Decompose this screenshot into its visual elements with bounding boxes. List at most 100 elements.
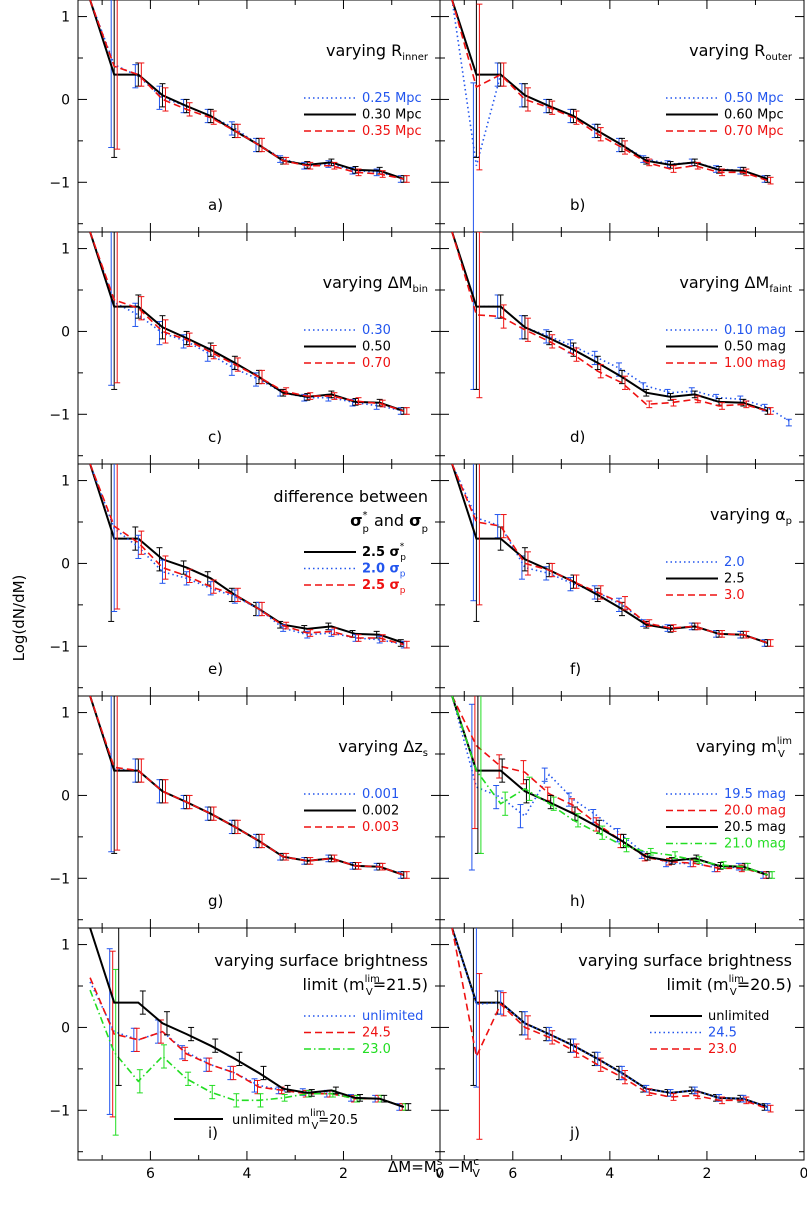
y-tick-label: 0 xyxy=(61,556,70,572)
x-tick-label-part: 4 xyxy=(242,1166,251,1182)
x-tick-label: 2 xyxy=(702,1166,711,1182)
legend-label-part: 3.0 xyxy=(724,588,745,603)
panel-title-part: difference between xyxy=(273,487,428,506)
legend-label: 0.30 Mpc xyxy=(362,108,422,123)
x-tick-label-part: 6 xyxy=(146,1166,155,1182)
x-axis-label-main: ΔM=M xyxy=(388,1158,437,1176)
panel-label: f) xyxy=(570,660,581,678)
legend-label-part: 0.50 xyxy=(362,340,391,355)
legend-label: 0.30 xyxy=(362,323,391,338)
legend-label-part: lim xyxy=(310,1108,325,1119)
legend-label-part: unlimited xyxy=(708,1009,769,1024)
legend-label-part: 0.25 Mpc xyxy=(362,91,422,106)
panel-f: f) varying αp 2.0 2.53.0 xyxy=(439,463,805,697)
panel-title: varying Router xyxy=(689,41,793,63)
y-tick-label-part: 1 xyxy=(61,10,70,26)
panel-title-part: varying R xyxy=(689,41,765,60)
legend-label: unlimited xyxy=(362,1009,423,1024)
y-tick-label: 1 xyxy=(61,10,70,26)
series-line-1 xyxy=(451,0,768,180)
panel-a: 1 0 −1 a) varying Rinner 0.25 Mpc 0.30 Mpc0.35… xyxy=(49,0,441,233)
panel-title: varying mlim V xyxy=(696,736,792,760)
legend-label-part: 0.30 Mpc xyxy=(362,108,422,123)
panel-title-line2-part: lim xyxy=(729,974,744,985)
x-tick-label: 0 xyxy=(436,1166,445,1182)
legend-label-part: 0.001 xyxy=(362,787,399,802)
legend-label: unlimited xyxy=(708,1009,769,1024)
panel-title-line2-part: * xyxy=(363,510,368,521)
panel-label: h) xyxy=(570,892,585,910)
legend-label-part: 2.0 xyxy=(724,555,745,570)
series-line-2 xyxy=(451,696,768,876)
legend-label: 0.50 Mpc xyxy=(724,91,784,106)
panel-title-part: varying α xyxy=(710,505,786,524)
x-tick-label-part: 2 xyxy=(339,1166,348,1182)
panel-label-part: e) xyxy=(208,660,223,678)
series-line-3 xyxy=(89,989,405,1108)
series-line-1 xyxy=(89,232,404,412)
x-tick-label: 6 xyxy=(146,1166,155,1182)
legend-label-part: 2.5 xyxy=(724,572,745,587)
panel-title-line2-part: limit (m xyxy=(302,975,364,994)
y-tick-label: 0 xyxy=(61,92,70,108)
legend-label-part: p xyxy=(400,586,406,596)
y-tick-label: 1 xyxy=(61,474,70,490)
legend-label: 0.10 mag xyxy=(724,323,786,338)
series-group xyxy=(451,0,774,232)
x-tick-label-part: 2 xyxy=(702,1166,711,1182)
panel-label: a) xyxy=(208,196,223,214)
series-group xyxy=(451,232,793,427)
series-line-3 xyxy=(451,0,768,182)
legend-label-part: 2.5 σ xyxy=(362,578,400,593)
legend-label: 23.0 xyxy=(362,1042,391,1057)
panel-label: d) xyxy=(570,428,585,446)
legend-label: 2.5 σ* p xyxy=(362,542,406,563)
x-tick-label: 6 xyxy=(508,1166,517,1182)
series-line-2 xyxy=(89,232,405,412)
series-line-3 xyxy=(89,232,405,412)
legend-label: 0.70 xyxy=(362,356,391,371)
legend-label-part: V xyxy=(311,1121,318,1132)
series-group xyxy=(89,0,410,183)
y-tick-label-part: 1 xyxy=(61,474,70,490)
y-tick-label-part: 0 xyxy=(61,556,70,572)
series-line-1 xyxy=(89,0,405,180)
series-line-3 xyxy=(89,0,404,180)
panel-title-line2-part: lim xyxy=(365,974,380,985)
panel-title-part: varying Δz xyxy=(338,737,423,756)
series-group xyxy=(451,696,776,879)
x-axis-label: ΔM=Ms V −Mc V xyxy=(388,1155,480,1180)
x-axis-label-sub-v: V xyxy=(435,1167,443,1180)
panel-title-line2-part: p xyxy=(422,524,428,535)
legend-label: 2.0 σp xyxy=(362,562,406,580)
series-group xyxy=(89,464,410,649)
series-line-1 xyxy=(89,696,405,876)
panel-title-part: V xyxy=(778,749,785,760)
y-tick-label: −1 xyxy=(49,407,70,423)
panel-label-part: j) xyxy=(569,1124,580,1142)
legend-label-part: 23.0 xyxy=(362,1042,391,1057)
series-group xyxy=(451,928,774,1140)
series-line-1 xyxy=(451,696,768,876)
x-tick-label: 4 xyxy=(605,1166,614,1182)
panel-title-line2-part: and xyxy=(369,511,409,530)
legend-label: unlimited mlim V=20.5 xyxy=(232,1108,358,1132)
legend-label: 0.60 Mpc xyxy=(724,108,784,123)
legend-label-part: 0.002 xyxy=(362,804,399,819)
series-group xyxy=(89,928,412,1136)
series-line-2 xyxy=(451,464,768,644)
y-tick-label-part: −1 xyxy=(49,871,70,887)
series-line-2 xyxy=(89,977,405,1108)
legend-label-part: 0.50 Mpc xyxy=(724,91,784,106)
legend-label: 0.70 Mpc xyxy=(724,124,784,139)
panel-title-part: varying R xyxy=(326,41,402,60)
panel-title-part: varying surface brightness xyxy=(214,951,428,970)
legend-label: 23.0 xyxy=(708,1042,737,1057)
panel-title-part: bin xyxy=(413,284,428,295)
